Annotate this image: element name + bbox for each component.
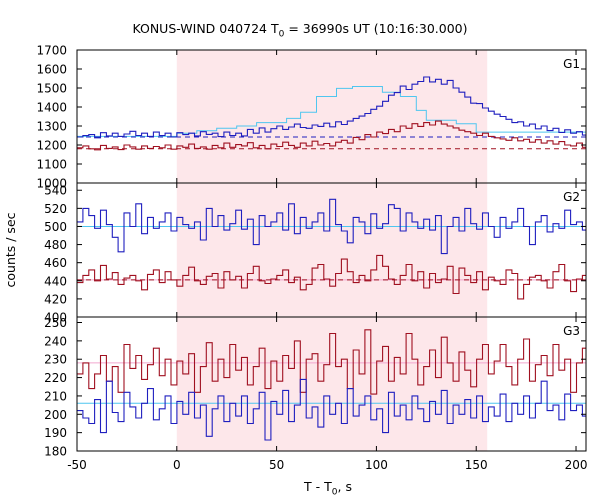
x-tick-label: 150	[465, 458, 488, 472]
chart-title-subscript: 0	[279, 30, 285, 40]
g2-panel-label: G2	[563, 190, 580, 204]
x-tick-label: 0	[173, 458, 181, 472]
g3-y-tick-label: 200	[44, 408, 67, 422]
g2-y-tick-label: 440	[44, 274, 67, 288]
g2-y-tick-label: 540	[44, 184, 67, 198]
g3-series-1	[77, 378, 586, 441]
g1-y-tick-label: 1700	[36, 44, 67, 58]
chart-title-main: KONUS-WIND 040724 T	[132, 21, 278, 36]
g3-series-0	[77, 329, 586, 395]
g2-y-tick-label: 520	[44, 202, 67, 216]
g1-y-tick-label: 1500	[36, 82, 67, 96]
g1-fit-line-0	[77, 86, 586, 137]
g3-y-tick-label: 180	[44, 445, 67, 459]
g3-y-tick-label: 190	[44, 426, 67, 440]
g3-y-tick-label: 240	[44, 334, 67, 348]
highlight-interval	[176, 50, 488, 451]
g3-y-tick-label: 210	[44, 389, 67, 403]
g2-y-tick-label: 480	[44, 238, 67, 252]
chart-title-rest: = 36990s UT (10:16:30.000)	[284, 21, 467, 36]
g2-y-tick-label: 400	[44, 311, 67, 325]
g1-panel-label: G1	[563, 57, 580, 71]
x-axis-label-main: T - T	[303, 479, 332, 494]
g3-panel-label: G3	[563, 324, 580, 338]
g1-y-tick-label: 1600	[36, 63, 67, 77]
g1-series-0	[77, 76, 586, 139]
x-axis-label-rest: , s	[338, 479, 352, 494]
g3-y-tick-label: 230	[44, 353, 67, 367]
g2-y-tick-label: 460	[44, 256, 67, 270]
g1-series-1	[77, 120, 586, 151]
g2-series-0	[77, 198, 586, 255]
g1-y-tick-label: 1000	[36, 177, 67, 191]
chart-title: KONUS-WIND 040724 T0 = 36990s UT (10:16:…	[132, 21, 467, 40]
x-tick-label: 100	[365, 458, 388, 472]
x-tick-label: 50	[269, 458, 284, 472]
g2-y-tick-label: 500	[44, 220, 67, 234]
g1-y-tick-label: 1100	[36, 158, 67, 172]
x-tick-label: 200	[565, 458, 588, 472]
g1-y-tick-label: 1300	[36, 120, 67, 134]
g1-y-tick-label: 1200	[36, 139, 67, 153]
g2-y-tick-label: 420	[44, 292, 67, 306]
y-axis-label: counts / sec	[3, 212, 18, 287]
g3-y-tick-label: 220	[44, 371, 67, 385]
x-tick-label: -50	[67, 458, 87, 472]
x-axis-label-subscript: 0	[332, 488, 338, 498]
g3-y-tick-label: 250	[44, 316, 67, 330]
g2-series-1	[77, 254, 586, 300]
x-axis-label: T - T0, s	[303, 479, 352, 498]
g1-y-tick-label: 1400	[36, 101, 67, 115]
g3-frame	[76, 316, 587, 452]
